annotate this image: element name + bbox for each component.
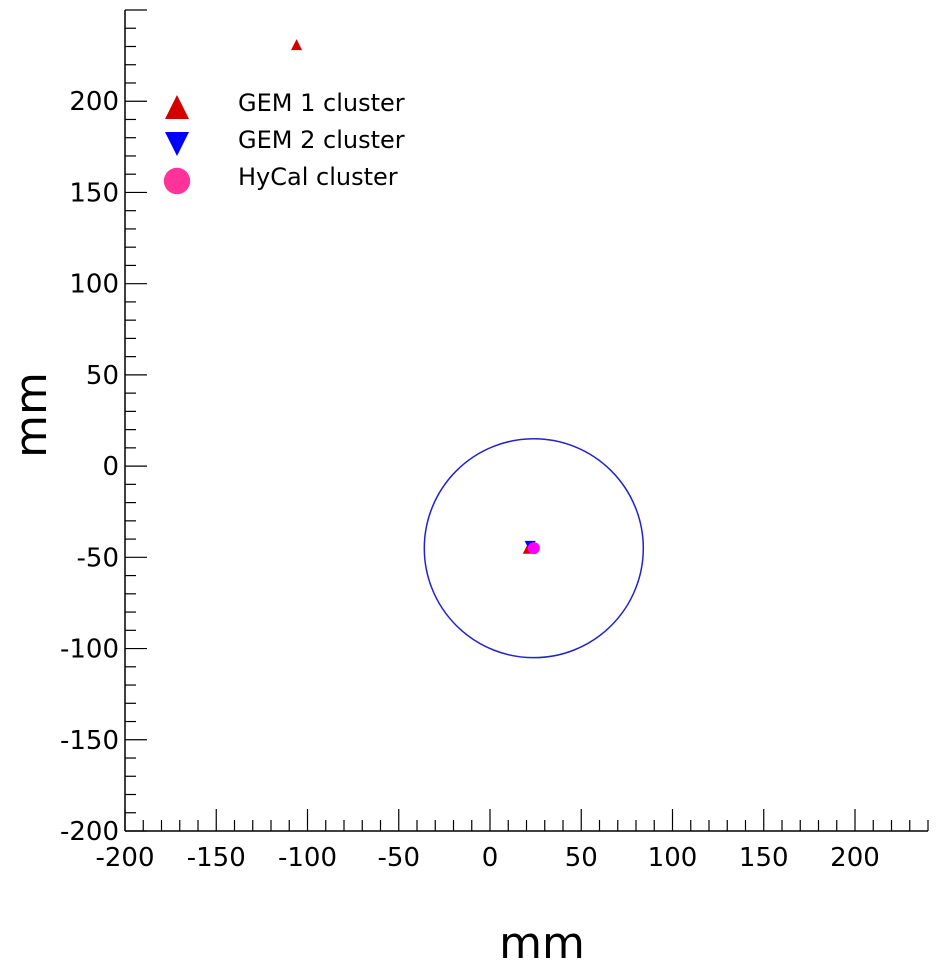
y-tick-label: 100 [69, 270, 119, 300]
x-tick-label: 0 [482, 843, 499, 873]
legend: GEM 1 cluster GEM 2 cluster HyCal cluster [163, 89, 405, 195]
overlay-shapes [423, 437, 645, 659]
legend-marker [163, 167, 191, 195]
x-axis-ticks: -200 -150 -100 -50 0 50 100 150 200 [95, 809, 929, 873]
legend-marker [165, 132, 189, 156]
legend-label: GEM 1 cluster [238, 89, 405, 117]
y-tick-label: 50 [86, 361, 119, 391]
legend-label: GEM 2 cluster [238, 126, 405, 154]
x-tick-label: -150 [187, 843, 246, 873]
data-points [291, 39, 540, 555]
y-axis-ticks: -200 -150 -100 -50 0 50 100 150 200 [60, 9, 147, 847]
legend-marker [165, 95, 189, 119]
y-tick-label: -200 [60, 817, 119, 847]
x-tick-label: 200 [830, 843, 880, 873]
x-tick-label: 100 [648, 843, 698, 873]
x-tick-label: -50 [378, 843, 420, 873]
legend-label: HyCal cluster [238, 163, 398, 191]
x-tick-label: -200 [95, 843, 154, 873]
acceptance-circle [423, 437, 645, 659]
data-point [291, 39, 303, 51]
y-axis-title: mm [6, 372, 57, 458]
y-tick-label: 0 [102, 452, 119, 482]
x-tick-label: 50 [565, 843, 598, 873]
y-tick-label: -50 [77, 543, 119, 573]
data-point [527, 542, 540, 555]
x-tick-label: -100 [278, 843, 337, 873]
y-tick-label: 150 [69, 178, 119, 208]
y-tick-label: -100 [60, 635, 119, 665]
x-axis-title: mm [499, 918, 585, 969]
y-tick-label: 200 [69, 87, 119, 117]
y-tick-label: -150 [60, 726, 119, 756]
x-tick-label: 150 [739, 843, 789, 873]
